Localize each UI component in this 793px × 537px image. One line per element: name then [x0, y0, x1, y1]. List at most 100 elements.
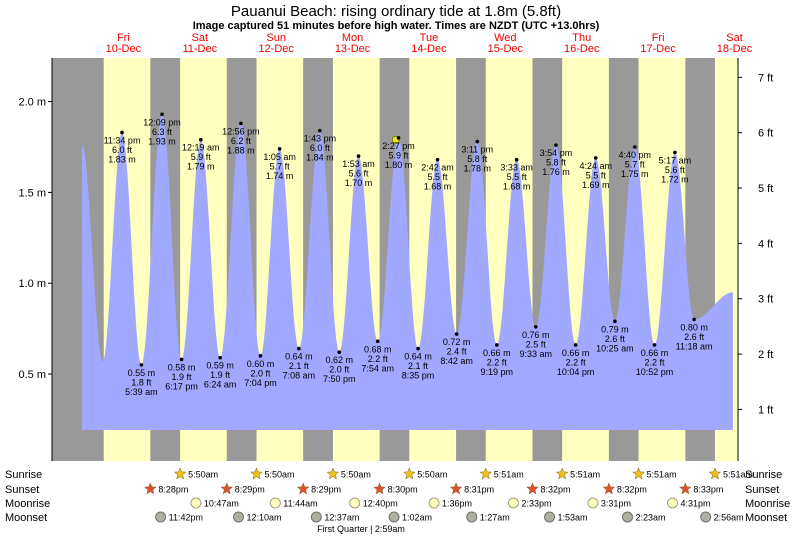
extreme-label-5-1: 5.9 ft [191, 152, 212, 162]
moonrise-label-right: Moonrise [745, 498, 790, 510]
extreme-label-5-2: 1.79 m [187, 162, 215, 172]
extreme-label-14-1: 2.2 ft [368, 354, 389, 364]
extreme-label-11-0: 1:43 pm [304, 134, 337, 144]
extreme-label-27-1: 5.7 ft [625, 160, 646, 170]
extreme-point-19 [475, 139, 480, 144]
moonrise-time-6: 4:31pm [681, 499, 711, 509]
sunset-star-6 [602, 482, 616, 495]
extreme-label-3-1: 6.3 ft [152, 127, 173, 137]
extreme-label-20-0: 0.66 m [483, 348, 511, 358]
moonrise-time-0: 10:47am [204, 499, 239, 509]
sunrise-time-5: 5:51am [570, 470, 600, 480]
extreme-label-9-0: 1:05 am [263, 152, 296, 162]
extreme-point-4 [179, 357, 184, 362]
extreme-point-5 [198, 137, 203, 142]
day-name-6: Thu [572, 32, 591, 44]
sunrise-time-6: 5:51am [647, 470, 677, 480]
extreme-label-16-1: 2.1 ft [408, 361, 429, 371]
extreme-label-9-1: 5.7 ft [270, 161, 291, 171]
extreme-point-18 [454, 332, 459, 336]
extreme-point-24 [573, 343, 578, 347]
extreme-point-14 [375, 339, 380, 344]
moonset-moon-3 [388, 511, 400, 523]
extreme-point-11 [318, 128, 322, 133]
extreme-point-2 [139, 363, 144, 367]
extreme-label-20-2: 9:19 pm [481, 367, 514, 377]
extreme-point-6 [218, 355, 222, 360]
extreme-label-29-2: 1.72 m [661, 174, 689, 184]
moonrise-time-5: 3:31pm [601, 499, 631, 509]
sunrise-star-5 [555, 467, 569, 480]
extreme-label-8-0: 0.60 m [247, 359, 275, 369]
extreme-label-18-1: 2.4 ft [447, 347, 468, 357]
right-tick-label-6: 7 ft [758, 72, 773, 84]
moonrise-moon-3 [428, 497, 440, 509]
sunrise-time-2: 5:50am [341, 470, 371, 480]
extreme-label-29-0: 5:17 am [659, 155, 692, 165]
day-name-0: Fri [117, 32, 130, 44]
extreme-label-16-2: 8:35 pm [402, 371, 435, 381]
extreme-label-25-0: 4:24 am [579, 161, 612, 171]
sunrise-label-left: Sunrise [5, 469, 42, 481]
left-tick-label-3: 2.0 m [18, 97, 46, 109]
sunset-label-right: Sunset [745, 484, 779, 496]
moonset-moon-1 [233, 511, 245, 523]
sunset-time-5: 8:32pm [540, 485, 570, 495]
extreme-label-4-2: 6:17 pm [165, 381, 198, 391]
sunrise-star-4 [479, 467, 493, 480]
moonset-time-1: 12:10am [247, 513, 282, 523]
moonrise-time-4: 2:33pm [521, 499, 551, 509]
sunrise-time-4: 5:51am [494, 470, 524, 480]
extreme-label-2-2: 5:39 am [125, 387, 158, 397]
extreme-label-1-0: 11:34 pm [104, 135, 141, 145]
sunset-star-1 [220, 482, 234, 495]
extreme-point-28 [652, 343, 657, 347]
moonrise-time-1: 11:44am [283, 499, 317, 509]
extreme-label-6-0: 0.59 m [206, 361, 234, 371]
day-date-0: 10-Dec [106, 43, 142, 55]
extreme-label-8-2: 7:04 pm [244, 378, 277, 388]
extreme-label-26-2: 10:25 am [596, 343, 634, 353]
sunrise-time-7: 5:51am [723, 470, 753, 480]
extreme-point-3 [160, 112, 164, 117]
left-tick-label-0: 0.5 m [18, 369, 46, 381]
sunrise-star-6 [632, 467, 645, 480]
extreme-label-17-2: 1.68 m [424, 182, 452, 192]
extreme-label-10-1: 2.1 ft [289, 361, 310, 371]
moonset-moon-2 [310, 511, 322, 523]
moonset-time-4: 1:27am [480, 513, 510, 523]
extreme-label-26-0: 0.79 m [601, 324, 629, 334]
extreme-point-12 [337, 350, 342, 355]
day-date-7: 17-Dec [640, 43, 676, 55]
extreme-label-21-1: 5.5 ft [507, 172, 528, 182]
right-tick-label-0: 1 ft [758, 404, 773, 416]
extreme-label-11-1: 6.0 ft [310, 143, 331, 153]
extreme-label-23-0: 3:54 pm [540, 148, 573, 158]
extreme-point-15 [396, 136, 401, 140]
extreme-label-17-0: 2:42 am [421, 163, 454, 173]
extreme-label-23-1: 5.8 ft [546, 158, 567, 168]
moonset-moon-7 [700, 511, 712, 523]
moonset-time-5: 1:53am [558, 513, 588, 523]
sunset-time-2: 8:29pm [311, 485, 341, 495]
extreme-label-12-1: 2.0 ft [329, 365, 350, 375]
extreme-point-9 [277, 147, 282, 151]
extreme-label-26-1: 2.6 ft [605, 334, 626, 344]
extreme-label-28-1: 2.2 ft [645, 357, 666, 367]
extreme-label-10-2: 7:08 am [283, 371, 316, 381]
extreme-label-6-1: 1.9 ft [210, 370, 231, 380]
moonset-moon-4 [466, 511, 478, 523]
extreme-point-17 [435, 157, 440, 162]
day-name-2: Sun [266, 32, 286, 44]
extreme-label-10-0: 0.64 m [285, 352, 313, 362]
extreme-point-13 [356, 154, 361, 158]
sunset-time-7: 8:33pm [693, 485, 723, 495]
left-tick-label-1: 1.0 m [18, 278, 46, 290]
extreme-point-29 [673, 150, 677, 155]
moonrise-moon-1 [269, 497, 281, 509]
extreme-point-20 [495, 343, 499, 347]
right-tick-label-2: 3 ft [758, 294, 773, 306]
sunrise-star-7 [708, 467, 722, 480]
extreme-label-30-2: 11:18 am [676, 342, 713, 352]
